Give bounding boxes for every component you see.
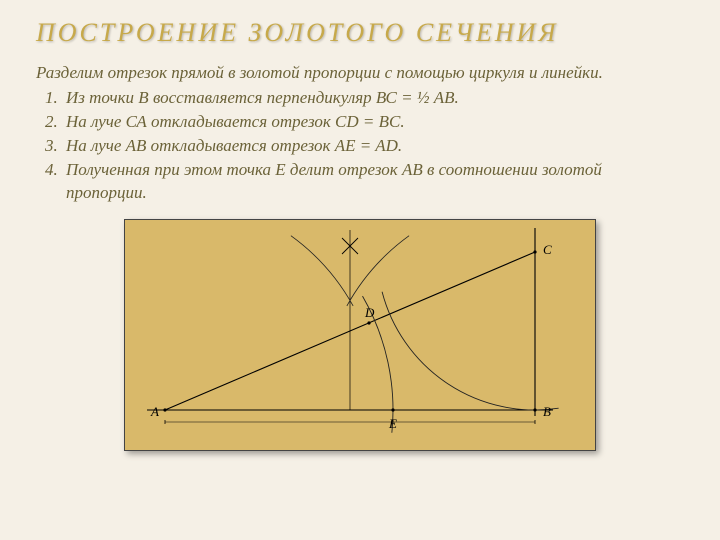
step-4: Полученная при этом точка Е делит отрезо… bbox=[62, 159, 684, 205]
golden-ratio-diagram: A B C D E bbox=[124, 219, 596, 451]
steps-list: Из точки В восставляется перпендикуляр В… bbox=[40, 87, 684, 205]
svg-text:A: A bbox=[150, 404, 159, 419]
step-1: Из точки В восставляется перпендикуляр В… bbox=[62, 87, 684, 110]
intro-text: Разделим отрезок прямой в золотой пропор… bbox=[36, 62, 684, 85]
slide: ПОСТРОЕНИЕ ЗОЛОТОГО СЕЧЕНИЯ Разделим отр… bbox=[0, 0, 720, 540]
svg-text:D: D bbox=[364, 305, 375, 320]
step-2: На луче СА откладывается отрезок CD = BC… bbox=[62, 111, 684, 134]
diagram-container: A B C D E bbox=[36, 219, 684, 451]
diagram-svg: A B C D E bbox=[125, 220, 595, 450]
svg-text:C: C bbox=[543, 242, 552, 257]
step-3: На луче АВ откладывается отрезок AE = AD… bbox=[62, 135, 684, 158]
slide-title: ПОСТРОЕНИЕ ЗОЛОТОГО СЕЧЕНИЯ bbox=[36, 18, 684, 48]
svg-text:E: E bbox=[388, 416, 397, 431]
svg-text:B: B bbox=[543, 404, 551, 419]
